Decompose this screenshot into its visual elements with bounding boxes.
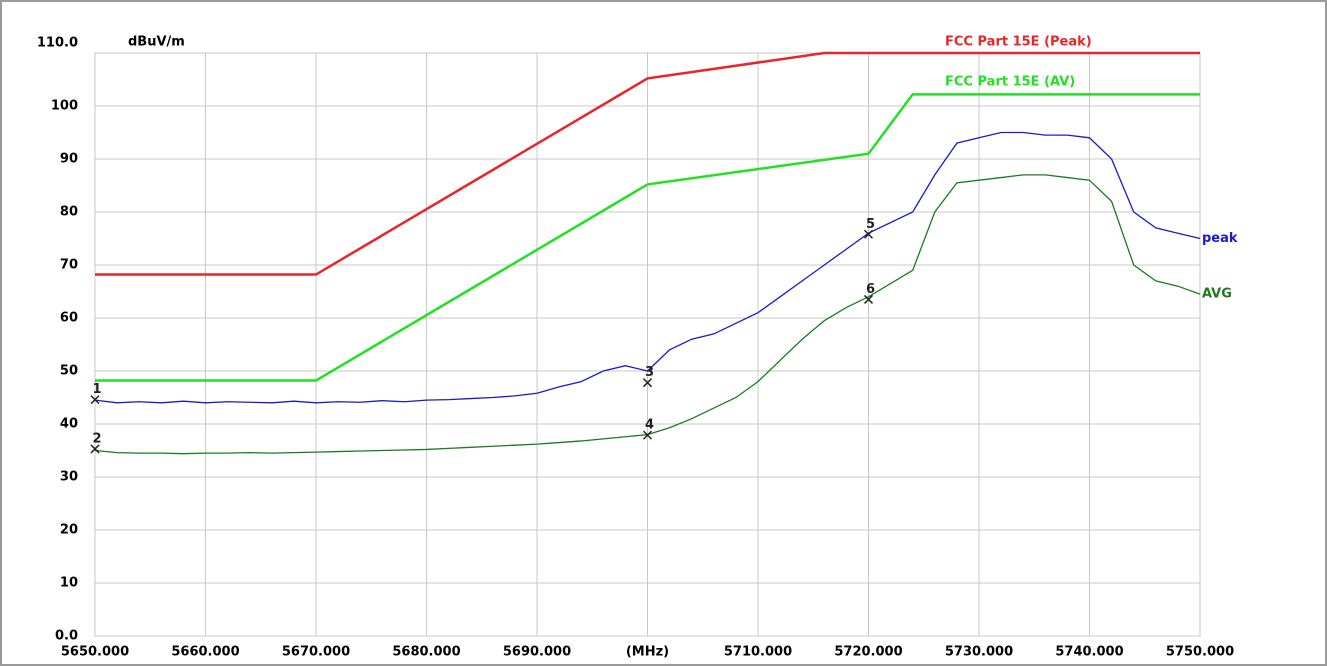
- series-line: [95, 93, 1200, 382]
- x-tick-label: 5660.000: [171, 645, 239, 660]
- x-tick-label: 5750.000: [1166, 645, 1234, 660]
- x-tick-label: 5710.000: [724, 645, 792, 660]
- y-unit: dBuV/m: [128, 35, 185, 50]
- marker-label: 5: [866, 217, 875, 232]
- y-tick-label: 50: [60, 364, 78, 379]
- x-tick-label: 5650.000: [61, 645, 129, 660]
- marker-label: 6: [866, 282, 875, 297]
- marker-label: 1: [92, 382, 101, 397]
- marker-label: 4: [645, 418, 654, 433]
- marker: [90, 395, 100, 405]
- x-tick-label: (MHz): [626, 645, 669, 660]
- marker: [863, 294, 874, 304]
- y-tick-label: 90: [60, 152, 78, 167]
- marker-label: 2: [92, 431, 101, 446]
- x-tick-label: 5670.000: [282, 645, 350, 660]
- series-label: FCC Part 15E (Peak): [945, 35, 1092, 50]
- y-tick-label: 110.0: [37, 36, 78, 51]
- y-tick-label: 80: [60, 205, 78, 220]
- x-tick-label: 5730.000: [945, 645, 1013, 660]
- y-tick-label: 30: [60, 470, 78, 485]
- marker: [90, 444, 100, 454]
- y-tick-label: 20: [60, 523, 78, 538]
- marker: [642, 430, 653, 440]
- series-label: FCC Part 15E (AV): [945, 75, 1075, 90]
- y-tick-label: 0.0: [55, 629, 78, 644]
- marker-label: 3: [645, 365, 654, 380]
- series-line: [94, 131, 1201, 404]
- series-label: AVG: [1202, 287, 1232, 302]
- y-tick-label: 40: [60, 417, 78, 432]
- x-tick-label: 5720.000: [834, 645, 902, 660]
- y-tick-label: 100: [51, 99, 78, 114]
- y-tick-label: 70: [60, 258, 78, 273]
- marker: [863, 229, 874, 239]
- series-label: peak: [1202, 231, 1238, 246]
- y-tick-label: 60: [60, 311, 78, 326]
- x-tick-label: 5740.000: [1055, 645, 1123, 660]
- series-line: [95, 51, 1200, 276]
- x-tick-label: 5690.000: [503, 645, 571, 660]
- marker: [642, 378, 653, 388]
- x-tick-label: 5680.000: [392, 645, 460, 660]
- y-tick-label: 10: [60, 576, 78, 591]
